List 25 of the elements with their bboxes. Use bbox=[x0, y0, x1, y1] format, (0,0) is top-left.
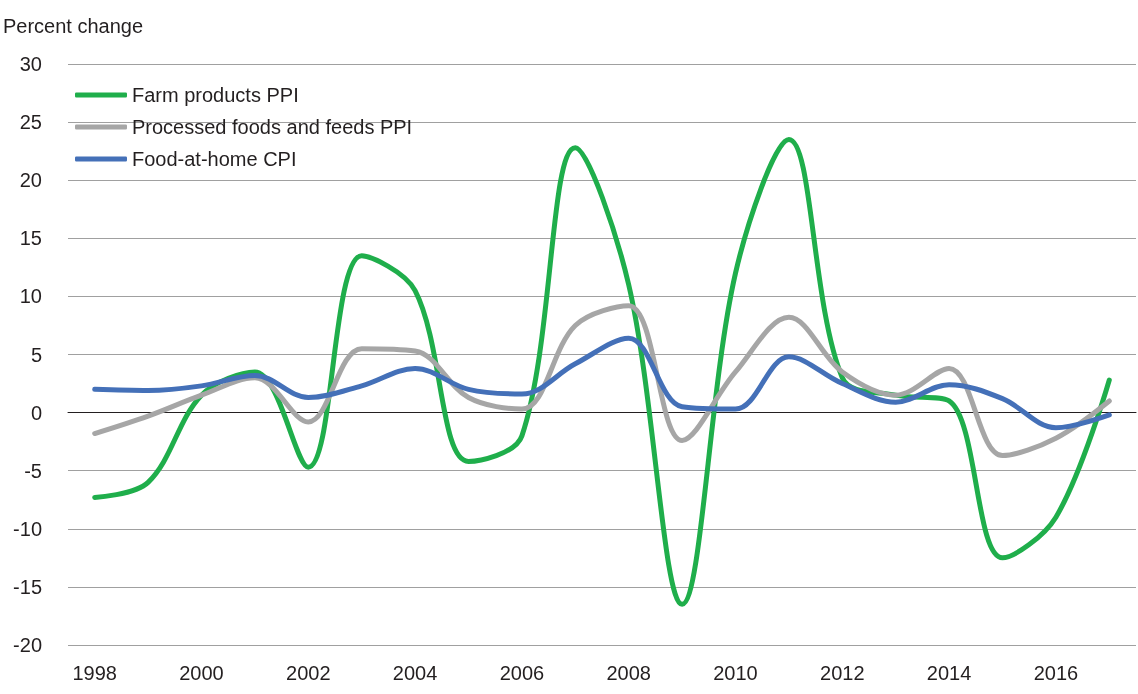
y-tick-label: 30 bbox=[19, 53, 42, 75]
x-tick-label: 2016 bbox=[1033, 662, 1079, 684]
y-tick-label: -5 bbox=[24, 459, 42, 482]
x-tick-label: 2000 bbox=[179, 662, 224, 684]
y-tick-label: 25 bbox=[19, 111, 42, 134]
y-tick-label: -15 bbox=[13, 575, 42, 598]
y-tick-label: 0 bbox=[30, 401, 42, 424]
y-tick-label: 10 bbox=[19, 285, 42, 308]
legend-label: Food-at-home CPI bbox=[132, 148, 297, 170]
legend-label: Processed foods and feeds PPI bbox=[132, 116, 413, 138]
y-tick-label: 5 bbox=[30, 343, 42, 366]
y-tick-label: -20 bbox=[13, 634, 42, 656]
x-tick-label: 2002 bbox=[286, 662, 331, 684]
y-tick-label: 20 bbox=[19, 169, 42, 192]
x-tick-label: 2012 bbox=[820, 662, 865, 684]
y-tick-label: -10 bbox=[13, 517, 42, 540]
x-tick-label: 2008 bbox=[606, 662, 651, 684]
y-tick-label: 15 bbox=[19, 227, 42, 250]
x-tick-label: 1998 bbox=[72, 662, 117, 684]
x-tick-label: 2014 bbox=[926, 662, 972, 684]
x-tick-label: 2006 bbox=[499, 662, 545, 684]
y-axis-title: Percent change bbox=[3, 15, 144, 37]
legend-label: Farm products PPI bbox=[132, 84, 299, 106]
x-tick-label: 2010 bbox=[713, 662, 758, 684]
x-tick-label: 2004 bbox=[392, 662, 438, 684]
